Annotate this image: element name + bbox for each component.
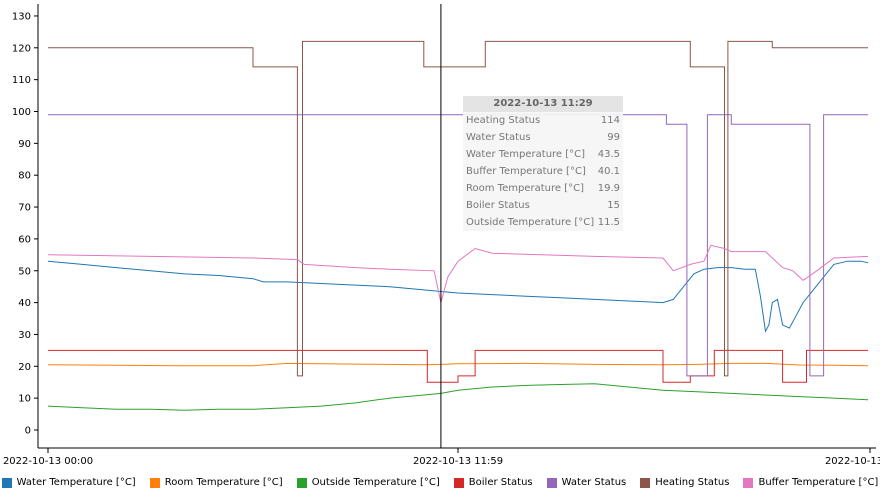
y-tick-label: 60 [18,234,31,245]
tooltip-row: Room Temperature [°C] 19.9 [466,183,620,194]
legend-item-water-status[interactable]: Water Status [546,475,626,490]
tooltip-row: Water Status 99 [466,132,620,143]
line-chart: 0 10 20 30 40 50 60 70 80 90 100 110 120 130 2022-10-1… [3,4,880,467]
y-tick-label: 130 [12,11,31,22]
series-line-0 [47,260,869,333]
legend-item-heating-status[interactable]: Heating Status [640,475,729,490]
series-line-3 [48,349,868,383]
series-layer [47,40,869,411]
tooltip-row: Buffer Temperature [°C] 40.1 [466,166,620,177]
tooltip-row: Heating Status 114 [466,115,620,126]
tooltip-row: Water Temperature [°C] 43.5 [466,149,620,160]
y-tick-label: 30 [18,330,31,341]
y-tick-label: 120 [12,43,31,54]
tooltip-row: Boiler Status 15 [466,200,620,211]
axes-layer: 0 10 20 30 40 50 60 70 80 90 100 110 120 130 2022-10-1… [3,4,880,467]
series-line-2 [47,383,869,411]
x-tick-label: 2022-10-13 00:00 [3,456,93,467]
legend-swatch [743,477,754,488]
y-tick-label: 20 [18,362,31,373]
y-tick-label: 110 [12,75,31,86]
legend-swatch [546,477,557,488]
y-tick-label: 50 [18,266,31,277]
legend-item-outside-temperature[interactable]: Outside Temperature [°C] [296,475,440,490]
legend-item-water-temperature[interactable]: Water Temperature [°C] [1,475,136,490]
series-line-4 [48,114,868,377]
legend-item-buffer-temperature[interactable]: Buffer Temperature [°C] [743,475,878,490]
series-line-5 [48,40,868,377]
legend-swatch [149,477,160,488]
y-tick-label: 90 [18,139,31,150]
legend-item-room-temperature[interactable]: Room Temperature [°C] [149,475,283,490]
legend-swatch [640,477,651,488]
hover-tooltip: 2022-10-13 11:29 Heating Status 114 Water… [463,96,623,231]
y-tick-label: 10 [18,394,31,405]
x-tick-label: 2022-10-13 23:59 [825,456,880,467]
tooltip-row: Outside Temperature [°C] 11.5 [466,217,620,228]
tooltip-title: 2022-10-13 11:29 [463,96,623,112]
legend-swatch [1,477,12,488]
y-tick-label: 80 [18,171,31,182]
legend-swatch [453,477,464,488]
series-line-1 [47,362,869,367]
y-tick-label: 40 [18,298,31,309]
x-tick-label: 2022-10-13 11:59 [413,456,503,467]
series-line-6 [47,244,869,303]
y-tick-label: 70 [18,203,31,214]
chart-legend: Water Temperature [°C] Room Temperature … [0,475,880,490]
y-tick-label: 100 [12,107,31,118]
legend-item-boiler-status[interactable]: Boiler Status [453,475,533,490]
y-tick-label: 0 [25,426,31,437]
legend-swatch [296,477,307,488]
